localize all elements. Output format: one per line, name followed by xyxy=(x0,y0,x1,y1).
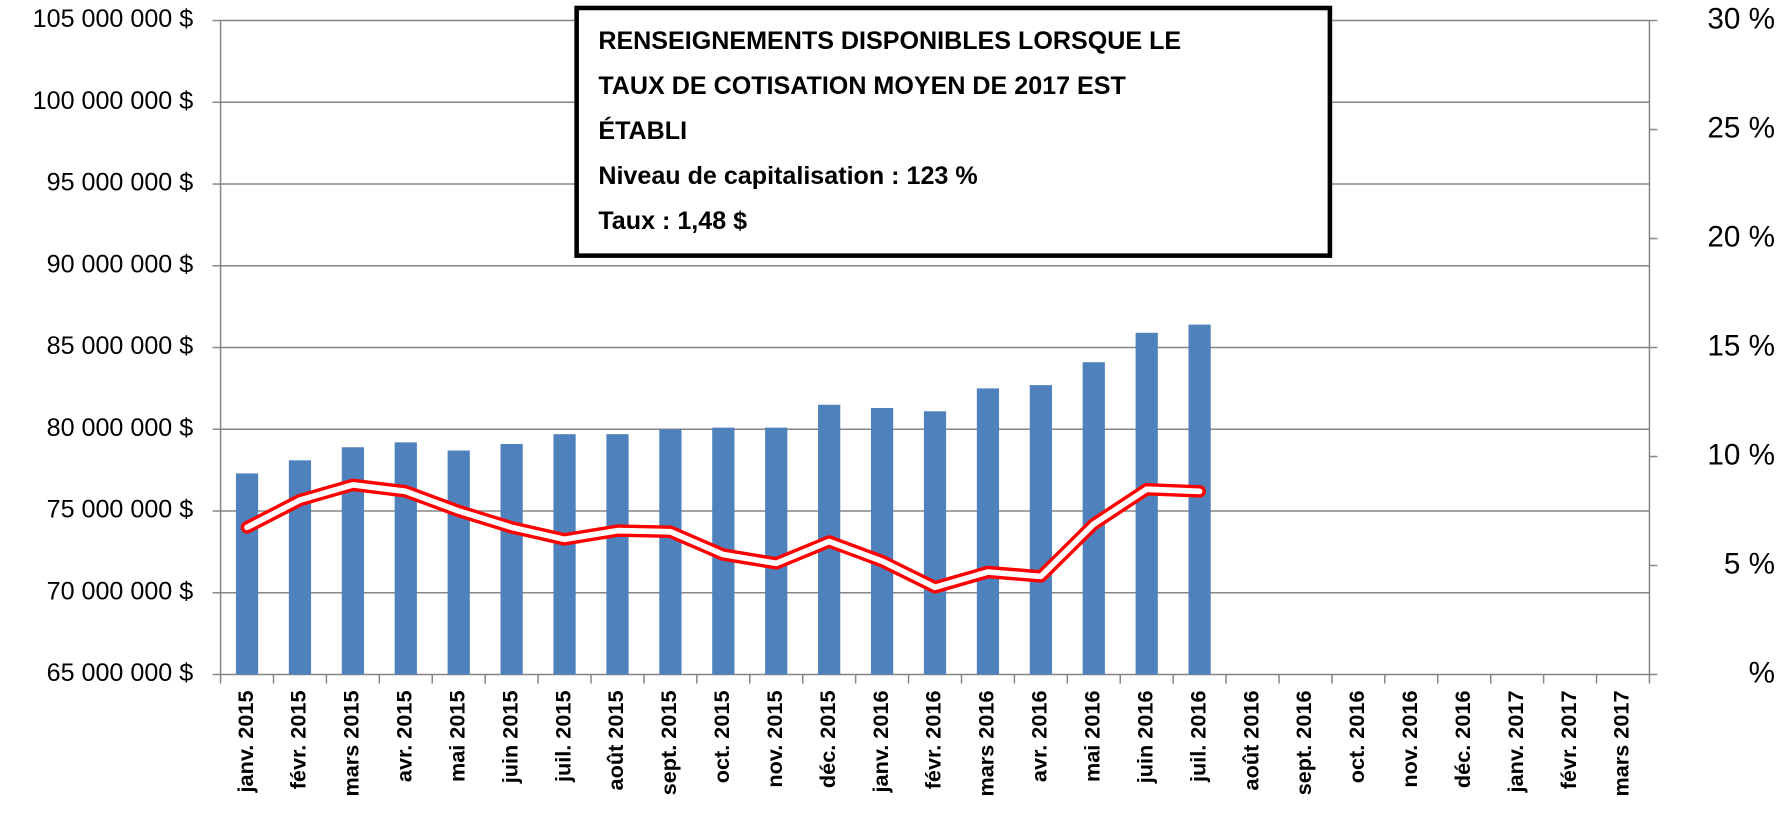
x-tick-label: nov. 2015 xyxy=(762,690,787,787)
y-tick-label: 65 000 000 $ xyxy=(47,659,194,687)
bar xyxy=(1029,385,1052,675)
y2-tick-label: 25 % xyxy=(1707,111,1775,144)
bar xyxy=(1135,332,1158,675)
x-tick-label: janv. 2016 xyxy=(868,690,893,793)
annotation-line: Niveau de capitalisation : 123 % xyxy=(598,162,977,190)
x-tick-label: nov. 2016 xyxy=(1397,690,1422,787)
x-tick-label: oct. 2015 xyxy=(709,690,734,783)
annotation-line: Taux : 1,48 $ xyxy=(598,207,747,235)
bar xyxy=(923,411,947,675)
y2-tick-label: 20 % xyxy=(1707,220,1775,253)
y2-tick-label: 30 % xyxy=(1707,2,1775,35)
bar xyxy=(553,434,576,675)
bar xyxy=(235,473,259,675)
y2-tick-label: % xyxy=(1749,656,1775,689)
x-tick-label: déc. 2016 xyxy=(1450,690,1475,788)
y2-tick-label: 10 % xyxy=(1707,438,1775,471)
x-tick-label: avr. 2016 xyxy=(1027,690,1052,782)
x-tick-label: sept. 2016 xyxy=(1291,690,1316,795)
bar xyxy=(394,442,417,675)
x-tick-label: avr. 2015 xyxy=(392,690,417,782)
bar xyxy=(288,460,312,675)
bar xyxy=(606,434,629,675)
bar xyxy=(976,388,1000,675)
y-tick-label: 90 000 000 $ xyxy=(47,250,194,278)
y-tick-label: 100 000 000 $ xyxy=(33,87,194,115)
x-tick-label: juin 2016 xyxy=(1132,690,1157,784)
bar xyxy=(870,408,894,675)
line-inner xyxy=(244,482,1203,591)
y-tick-label: 75 000 000 $ xyxy=(47,496,194,524)
bar xyxy=(1188,324,1211,675)
bar xyxy=(659,429,682,675)
y-tick-label: 80 000 000 $ xyxy=(47,414,194,442)
x-tick-label: août 2016 xyxy=(1238,690,1263,790)
annotation-line: ÉTABLI xyxy=(598,116,687,145)
x-tick-label: mai 2015 xyxy=(444,690,469,782)
x-tick-label: déc. 2015 xyxy=(815,690,840,788)
y-tick-label: 70 000 000 $ xyxy=(47,577,194,605)
y-tick-label: 105 000 000 $ xyxy=(33,5,194,33)
x-tick-label: mai 2016 xyxy=(1080,690,1105,782)
x-tick-label: sept. 2015 xyxy=(656,690,681,795)
y-tick-label: 85 000 000 $ xyxy=(47,332,194,360)
x-tick-label: janv. 2017 xyxy=(1503,690,1528,793)
x-tick-label: juin 2015 xyxy=(497,690,522,784)
x-tick-label: mars 2016 xyxy=(974,690,999,796)
bar xyxy=(447,450,470,675)
x-tick-label: févr. 2017 xyxy=(1556,690,1581,789)
x-tick-label: févr. 2016 xyxy=(921,690,946,789)
x-tick-label: juil. 2015 xyxy=(550,690,575,783)
annotation-box xyxy=(574,5,1333,258)
bar xyxy=(765,427,788,675)
x-tick-label: juil. 2016 xyxy=(1185,690,1210,783)
x-tick-label: mars 2015 xyxy=(339,690,364,796)
y2-tick-label: 15 % xyxy=(1707,329,1775,362)
annotation-line: TAUX DE COTISATION MOYEN DE 2017 EST xyxy=(598,72,1126,100)
x-tick-label: oct. 2016 xyxy=(1344,690,1369,783)
x-tick-label: janv. 2015 xyxy=(233,690,258,793)
bar xyxy=(341,447,364,675)
y-tick-label: 95 000 000 $ xyxy=(47,169,194,197)
bar xyxy=(500,443,523,675)
x-tick-label: mars 2017 xyxy=(1609,690,1634,796)
y2-tick-label: 5 % xyxy=(1724,547,1775,580)
x-tick-label: févr. 2015 xyxy=(286,690,311,789)
x-tick-label: août 2015 xyxy=(603,690,628,790)
annotation-line: RENSEIGNEMENTS DISPONIBLES LORSQUE LE xyxy=(598,27,1181,55)
